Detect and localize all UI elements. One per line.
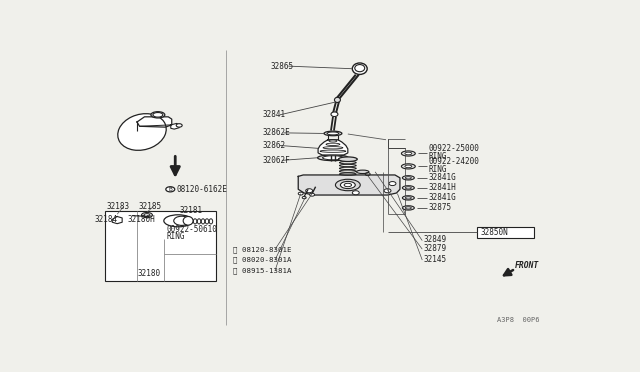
Ellipse shape — [405, 187, 412, 189]
Text: 32184: 32184 — [95, 215, 118, 224]
Text: Ⓑ 08120-8301E: Ⓑ 08120-8301E — [233, 246, 291, 253]
Text: 00922-24200: 00922-24200 — [428, 157, 479, 166]
Text: 32185: 32185 — [138, 202, 162, 211]
Bar — [477, 227, 534, 238]
Text: RING: RING — [428, 165, 447, 174]
Ellipse shape — [164, 215, 193, 227]
Text: Ⓠ 08915-1381A: Ⓠ 08915-1381A — [233, 267, 291, 274]
Text: 32841G: 32841G — [428, 193, 456, 202]
Ellipse shape — [118, 114, 166, 150]
Ellipse shape — [405, 165, 412, 168]
Text: 32841: 32841 — [262, 110, 285, 119]
Text: Ⓑ 08020-8301A: Ⓑ 08020-8301A — [233, 257, 291, 263]
Polygon shape — [298, 175, 400, 195]
Ellipse shape — [339, 157, 357, 161]
Text: 32183: 32183 — [106, 202, 129, 211]
Text: 32180: 32180 — [138, 269, 161, 278]
Ellipse shape — [173, 216, 189, 225]
Text: 32841G: 32841G — [428, 173, 456, 182]
Circle shape — [389, 182, 396, 186]
Text: 32862E: 32862E — [262, 128, 291, 137]
Text: 32181: 32181 — [179, 206, 202, 215]
Text: 32849: 32849 — [423, 235, 446, 244]
Text: A3P8  00P6: A3P8 00P6 — [497, 317, 539, 323]
Text: 32145: 32145 — [423, 255, 446, 264]
Text: 32879: 32879 — [423, 244, 446, 253]
Ellipse shape — [324, 131, 342, 136]
Text: 32062F: 32062F — [262, 156, 291, 165]
Ellipse shape — [356, 170, 369, 173]
Ellipse shape — [323, 156, 344, 160]
Ellipse shape — [331, 112, 338, 116]
Circle shape — [306, 189, 312, 193]
Circle shape — [166, 187, 175, 192]
Ellipse shape — [405, 177, 412, 179]
Text: 00922-25000: 00922-25000 — [428, 144, 479, 153]
Text: 32875: 32875 — [428, 203, 451, 212]
Circle shape — [176, 124, 182, 127]
Circle shape — [298, 192, 303, 195]
Text: 32850N: 32850N — [481, 228, 509, 237]
Ellipse shape — [405, 152, 412, 155]
Polygon shape — [171, 124, 179, 129]
Circle shape — [384, 189, 391, 193]
Ellipse shape — [151, 112, 165, 118]
Ellipse shape — [335, 179, 360, 191]
Ellipse shape — [403, 176, 414, 180]
Ellipse shape — [401, 151, 415, 156]
Text: RING: RING — [167, 232, 186, 241]
Polygon shape — [137, 117, 172, 127]
Ellipse shape — [153, 112, 163, 117]
Text: 08120-6162E: 08120-6162E — [177, 185, 228, 194]
Ellipse shape — [401, 164, 415, 169]
Text: B: B — [168, 187, 172, 192]
Ellipse shape — [405, 207, 412, 209]
Text: 32841H: 32841H — [428, 183, 456, 192]
Ellipse shape — [340, 182, 355, 189]
Circle shape — [302, 196, 306, 199]
Text: RING: RING — [428, 152, 447, 161]
Ellipse shape — [144, 214, 150, 217]
Ellipse shape — [403, 196, 414, 200]
Ellipse shape — [327, 132, 339, 135]
Ellipse shape — [183, 217, 193, 225]
Bar — [105, 211, 216, 281]
Ellipse shape — [141, 212, 152, 218]
Polygon shape — [318, 140, 348, 156]
Circle shape — [352, 191, 359, 195]
Circle shape — [310, 193, 315, 196]
Ellipse shape — [403, 186, 414, 190]
Ellipse shape — [352, 63, 367, 74]
Text: FRONT: FRONT — [515, 261, 539, 270]
Ellipse shape — [403, 206, 414, 210]
Text: 32865: 32865 — [271, 62, 294, 71]
Text: 00922-50610: 00922-50610 — [167, 225, 218, 234]
Ellipse shape — [335, 97, 340, 103]
Polygon shape — [112, 217, 122, 224]
Text: 32180H: 32180H — [127, 215, 155, 224]
Ellipse shape — [317, 155, 348, 161]
Text: 32862: 32862 — [262, 141, 285, 150]
Ellipse shape — [405, 197, 412, 199]
